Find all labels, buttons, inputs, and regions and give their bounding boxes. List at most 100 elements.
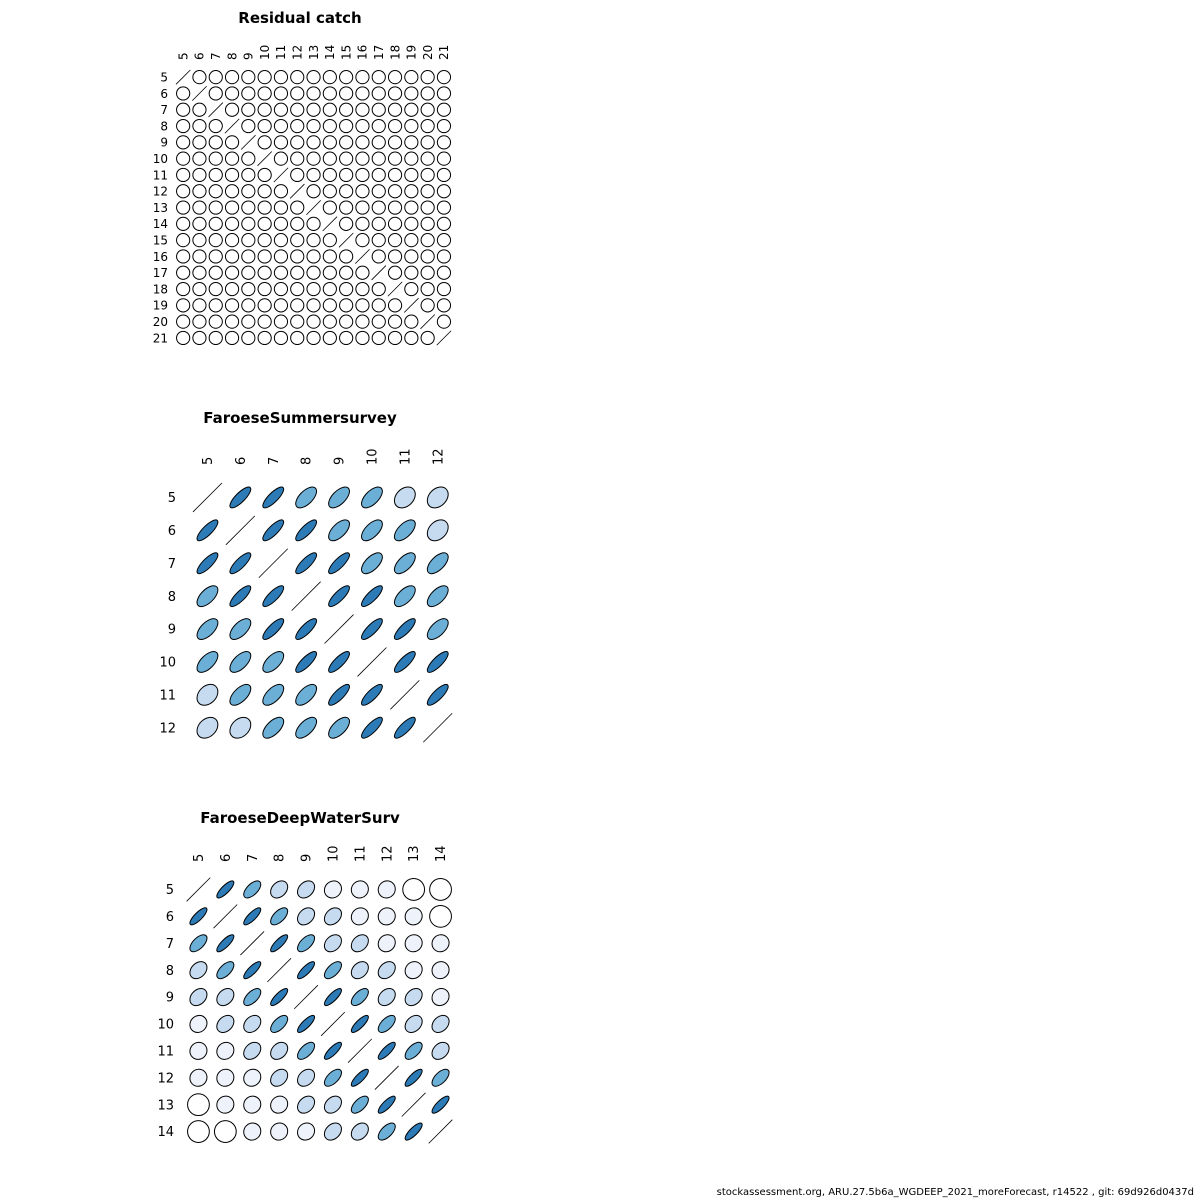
correlation-ellipse (257, 233, 272, 248)
correlation-ellipse (387, 249, 403, 264)
column-tick-label: 7 (267, 457, 282, 465)
correlation-ellipse (355, 330, 370, 346)
correlation-ellipse (208, 265, 223, 280)
correlation-ellipse (224, 330, 240, 346)
diagonal-mark (374, 1065, 399, 1090)
correlation-ellipse (377, 1041, 396, 1060)
correlation-ellipse (322, 281, 337, 297)
correlation-ellipse (306, 118, 321, 134)
correlation-ellipse (306, 281, 321, 297)
correlation-ellipse (431, 988, 450, 1007)
column-tick-label: 5 (201, 457, 216, 465)
correlation-ellipse (189, 1014, 208, 1033)
correlation-ellipse (273, 70, 289, 85)
correlation-ellipse (377, 907, 396, 926)
correlation-ellipse (273, 102, 289, 117)
correlation-ellipse (273, 314, 289, 329)
correlation-ellipse (420, 70, 435, 85)
correlation-ellipse (339, 184, 354, 199)
correlation-ellipse (297, 1014, 316, 1033)
correlation-ellipse (404, 135, 419, 150)
correlation-ellipse (339, 281, 354, 297)
correlation-ellipse (339, 298, 354, 313)
correlation-ellipse (420, 102, 435, 117)
correlation-ellipse (189, 961, 208, 980)
diagonal-mark (175, 69, 191, 85)
correlation-ellipse (262, 519, 285, 542)
correlation-ellipse (323, 1068, 342, 1087)
correlation-ellipse (404, 102, 419, 117)
correlation-ellipse (420, 167, 435, 183)
correlation-ellipse (192, 151, 207, 166)
correlation-ellipse (270, 1122, 289, 1141)
column-tick-label: 11 (398, 448, 413, 465)
correlation-panel: FaroeseDeepWaterSurv 5 6 7 8 9 10 11 12 13 14 5 6 7 8 9… (157, 809, 453, 1144)
diagonal-mark (208, 102, 224, 118)
diagonal-mark (338, 232, 354, 248)
diagonal-mark (324, 614, 354, 644)
correlation-ellipse (297, 934, 316, 953)
correlation-ellipse (436, 281, 452, 297)
correlation-ellipse (404, 233, 419, 248)
diagonal-mark (403, 297, 419, 313)
correlation-ellipse (339, 314, 354, 329)
correlation-ellipse (323, 961, 342, 980)
correlation-ellipse (328, 486, 350, 509)
correlation-ellipse (436, 135, 452, 150)
correlation-ellipse (404, 988, 423, 1007)
correlation-ellipse (339, 249, 354, 264)
correlation-ellipse (355, 281, 370, 297)
correlation-ellipse (290, 281, 305, 297)
correlation-ellipse (273, 184, 289, 199)
correlation-ellipse (262, 683, 285, 706)
correlation-ellipse (241, 314, 256, 329)
correlation-ellipse (371, 102, 386, 117)
diagonal-mark (306, 200, 322, 216)
correlation-ellipse (339, 216, 354, 231)
correlation-ellipse (257, 265, 272, 280)
correlation-ellipse (273, 200, 289, 215)
diagonal-mark (320, 1011, 346, 1037)
correlation-ellipse (297, 1068, 316, 1087)
correlation-ellipse (257, 167, 272, 183)
correlation-ellipse (176, 233, 191, 248)
correlation-ellipse (426, 585, 449, 608)
correlation-ellipse (241, 200, 256, 215)
diagonal-mark (224, 118, 240, 134)
column-tick-label: 11 (353, 845, 368, 862)
correlation-ellipse (371, 151, 386, 166)
correlation-ellipse (297, 880, 316, 899)
correlation-ellipse (243, 1068, 262, 1087)
column-tick-label: 10 (327, 845, 342, 862)
column-tick-label: 8 (273, 854, 288, 862)
correlation-ellipse (350, 988, 369, 1007)
correlation-ellipse (192, 249, 207, 264)
correlation-ellipse (208, 184, 223, 199)
correlation-ellipse (436, 200, 452, 215)
correlation-ellipse (297, 1122, 316, 1141)
correlation-ellipse (371, 70, 386, 85)
column-tick-label: 12 (431, 448, 446, 465)
correlation-ellipse (262, 486, 285, 509)
correlation-ellipse (224, 135, 240, 150)
correlation-ellipse (436, 102, 452, 117)
correlation-ellipse (323, 1095, 342, 1114)
column-tick-label: 9 (242, 52, 256, 60)
correlation-ellipse (196, 683, 219, 706)
correlation-ellipse (273, 330, 289, 346)
row-tick-label: 9 (166, 991, 174, 1006)
column-tick-label: 10 (366, 448, 381, 465)
correlation-ellipse (192, 118, 207, 134)
correlation-ellipse (290, 118, 305, 134)
column-tick-label: 6 (234, 457, 249, 465)
row-tick-label: 9 (160, 136, 168, 150)
correlation-ellipse (404, 265, 419, 280)
correlation-ellipse (189, 907, 208, 926)
correlation-ellipse (224, 281, 240, 297)
correlation-ellipse (295, 716, 318, 739)
correlation-ellipse (426, 519, 449, 542)
correlation-ellipse (224, 314, 240, 329)
diagonal-mark (258, 548, 289, 579)
correlation-ellipse (404, 934, 423, 953)
correlation-ellipse (322, 118, 337, 134)
